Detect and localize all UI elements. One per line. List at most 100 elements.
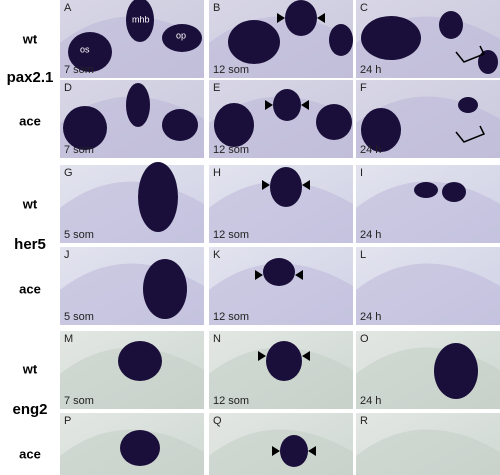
arrowhead — [302, 180, 310, 190]
panel-letter: E — [213, 82, 220, 94]
panel-letter: F — [360, 82, 367, 94]
stain — [270, 167, 302, 207]
panel-stage: 7 som — [64, 64, 94, 76]
panel: F 24 h — [356, 80, 500, 158]
panel: G 5 som — [60, 162, 204, 243]
panel-letter: L — [360, 249, 366, 261]
panel: H 12 som — [209, 165, 353, 243]
row-label: wt — [22, 361, 38, 376]
panel-letter: Q — [213, 415, 222, 427]
arrowhead — [277, 13, 285, 23]
stain — [273, 89, 301, 121]
panel: K 12 som — [209, 247, 353, 325]
gene-label: her5 — [14, 236, 46, 253]
stain — [118, 341, 162, 381]
stain — [263, 258, 295, 286]
stain — [414, 182, 438, 198]
stain — [439, 11, 463, 39]
stain — [68, 32, 112, 72]
panel: P7 som — [60, 413, 204, 475]
panel-stage: 12 som — [213, 64, 249, 76]
panel-stage: 24 h — [360, 311, 381, 323]
panel: R24 h — [356, 413, 500, 475]
arrowhead — [301, 100, 309, 110]
panel: L 24 h — [356, 247, 500, 325]
panel: J 5 som — [60, 247, 204, 325]
embryo-outline — [356, 263, 500, 325]
panel-stage: 7 som — [64, 395, 94, 407]
stain — [162, 24, 202, 52]
panel-letter: O — [360, 333, 369, 345]
structure-label: op — [176, 30, 186, 40]
bracket — [455, 125, 486, 143]
panel: E 12 som — [209, 80, 353, 158]
panel: C 24 h — [356, 0, 500, 78]
stain — [138, 162, 178, 232]
panel-letter: R — [360, 415, 368, 427]
embryo-outline — [356, 429, 500, 475]
stain — [361, 108, 401, 152]
stain — [329, 24, 353, 56]
panel-stage: 7 som — [64, 144, 94, 156]
arrowhead — [265, 100, 273, 110]
panel-letter: A — [64, 2, 72, 14]
panel-stage: 24 h — [360, 229, 381, 241]
arrowhead — [255, 270, 263, 280]
panel-letter: B — [213, 2, 220, 14]
gene-label: pax2.1 — [7, 69, 54, 86]
panel-stage: 12 som — [213, 395, 249, 407]
gene-label: eng2 — [12, 401, 47, 418]
stain — [442, 182, 466, 202]
row-label: ace — [19, 113, 41, 128]
panel: D 7 som — [60, 80, 204, 158]
arrowhead — [295, 270, 303, 280]
arrowhead — [317, 13, 325, 23]
stain — [434, 343, 478, 399]
panel-letter: M — [64, 333, 73, 345]
panel-stage: 24 h — [360, 64, 381, 76]
stain — [162, 109, 198, 141]
panel-letter: H — [213, 167, 221, 179]
arrowhead — [308, 446, 316, 456]
panel-stage: 12 som — [213, 144, 249, 156]
stain — [458, 97, 478, 113]
panel: Q12 som — [209, 413, 353, 475]
panel: B 12 som — [209, 0, 353, 78]
bracket — [455, 45, 486, 63]
embryo-outline — [209, 181, 353, 243]
structure-label: mhb — [132, 14, 150, 24]
panel: O 24 h — [356, 331, 500, 409]
panel-letter: D — [64, 82, 72, 94]
panel-stage: 5 som — [64, 229, 94, 241]
panel-letter: K — [213, 249, 221, 261]
arrowhead — [272, 446, 280, 456]
panel-stage: 12 som — [213, 311, 249, 323]
arrowhead — [262, 180, 270, 190]
panel: M 7 som — [60, 331, 204, 409]
stain — [126, 83, 150, 127]
panel-letter: J — [64, 249, 70, 261]
embryo-outline — [209, 263, 353, 325]
arrowhead — [302, 351, 310, 361]
panel-stage: 24 h — [360, 144, 381, 156]
stain — [280, 435, 308, 467]
stain — [285, 0, 317, 36]
panel-stage: 5 som — [64, 311, 94, 323]
row-label: ace — [19, 446, 41, 461]
panel: I 24 h — [356, 165, 500, 243]
panel-letter: I — [360, 167, 363, 179]
stain — [316, 104, 352, 140]
stain — [143, 259, 187, 319]
stain — [266, 341, 302, 381]
stain — [478, 50, 498, 74]
panel: N 12 som — [209, 331, 353, 409]
stain — [120, 430, 160, 466]
panel: A 7 som os mhb op — [60, 0, 204, 78]
panel-letter: N — [213, 333, 221, 345]
panel-stage: 12 som — [213, 229, 249, 241]
stain — [228, 20, 280, 64]
panel-letter: C — [360, 2, 368, 14]
panel-letter: P — [64, 415, 71, 427]
panel-stage: 24 h — [360, 395, 381, 407]
